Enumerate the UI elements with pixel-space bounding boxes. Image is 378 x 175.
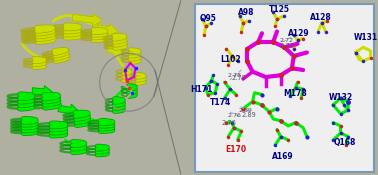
- Text: T174: T174: [210, 98, 231, 107]
- Text: 2.78: 2.78: [231, 75, 246, 81]
- Text: Q168: Q168: [333, 138, 355, 147]
- Polygon shape: [72, 14, 102, 26]
- FancyBboxPatch shape: [195, 4, 374, 172]
- Text: 2.76: 2.76: [222, 120, 237, 126]
- Text: 2.78: 2.78: [228, 73, 242, 78]
- Text: W132: W132: [328, 93, 353, 102]
- Polygon shape: [96, 24, 118, 36]
- Text: A128: A128: [310, 13, 332, 22]
- Polygon shape: [107, 44, 125, 57]
- Text: 2.89: 2.89: [242, 112, 256, 118]
- Text: E170: E170: [225, 145, 246, 154]
- Text: L102: L102: [220, 55, 240, 64]
- Text: W131: W131: [354, 33, 378, 42]
- Text: 2.72: 2.72: [279, 38, 293, 43]
- Polygon shape: [58, 104, 79, 117]
- Text: H171: H171: [190, 85, 212, 94]
- Text: 2.76: 2.76: [228, 113, 242, 118]
- Polygon shape: [32, 86, 53, 98]
- Text: 2.72: 2.72: [280, 43, 295, 49]
- Text: M178: M178: [283, 89, 307, 98]
- Text: Q95: Q95: [199, 14, 216, 23]
- Text: A98: A98: [238, 8, 254, 17]
- Text: 2.89: 2.89: [238, 108, 252, 113]
- Text: A169: A169: [272, 152, 293, 161]
- Text: A129: A129: [288, 29, 309, 38]
- Text: T125: T125: [269, 5, 290, 14]
